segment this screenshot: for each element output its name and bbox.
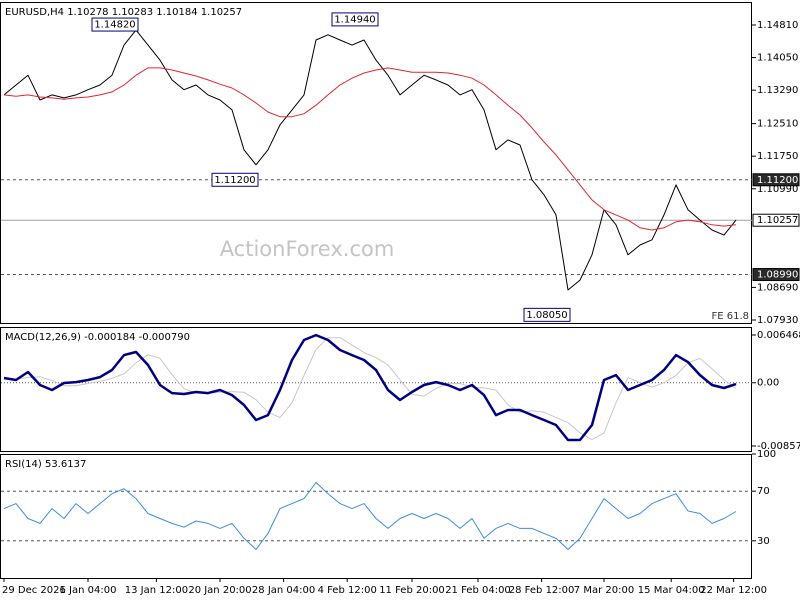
y-tick-label: 1.10990 (757, 184, 798, 195)
y-tick-label: 1.14810 (757, 20, 798, 31)
annotation-box (523, 307, 571, 322)
panel (0, 454, 752, 579)
y-tick-label: 1.12510 (757, 119, 798, 130)
x-tick-label: 6 Jan 04:00 (60, 585, 117, 596)
annotation-label: 1.14820 (94, 20, 135, 31)
y-tick-label: 70 (757, 486, 770, 497)
panel-title: MACD(12,26,9) -0.000184 -0.000790 (5, 332, 190, 343)
annotation-label: 1.14940 (334, 14, 375, 25)
x-tick-label: 28 Jan 04:00 (252, 585, 315, 596)
level-label-box (752, 173, 800, 187)
annotation-label: 1.08050 (526, 310, 567, 321)
annotation-label: 1.11200 (214, 175, 255, 186)
level-label: 1.10257 (757, 215, 798, 226)
annotation-box (331, 12, 379, 27)
y-tick-label: 30 (757, 536, 770, 547)
x-tick-label: 11 Feb 20:00 (379, 585, 445, 596)
series-line (4, 337, 737, 441)
x-tick-label: 28 Feb 12:00 (509, 585, 575, 596)
x-tick-label: 21 Feb 04:00 (445, 585, 511, 596)
panel (0, 2, 752, 324)
level-label: 1.11200 (757, 175, 798, 186)
y-tick-label: 100 (757, 449, 776, 460)
y-tick-label: 0.00 (757, 378, 779, 389)
note: FE 61.8 (711, 311, 749, 322)
x-tick-label: 22 Mar 12:00 (700, 585, 767, 596)
y-tick-label: 0.006468 (757, 330, 800, 341)
series-line (3, 29, 737, 291)
x-tick-label: 7 Mar 20:00 (574, 585, 634, 596)
y-tick-label: 1.07930 (757, 315, 798, 326)
series-line (3, 67, 737, 231)
x-tick-label: 29 Dec 2021 (2, 585, 66, 596)
y-tick-label: 1.11750 (757, 151, 798, 162)
x-tick-label: 13 Jan 12:00 (125, 585, 188, 596)
panel-title: RSI(14) 53.6137 (5, 459, 86, 470)
series-line (3, 333, 737, 442)
level-label: 1.08990 (757, 270, 798, 281)
annotation-box (91, 17, 139, 32)
y-tick-label: 1.08690 (757, 282, 798, 293)
panel-title: EURUSD,H4 1.10278 1.10283 1.10184 1.1025… (5, 7, 242, 18)
series-line (3, 482, 737, 550)
y-tick-label: -0.008573 (757, 441, 800, 452)
x-tick-label: 15 Mar 04:00 (638, 585, 705, 596)
x-tick-label: 20 Jan 20:00 (188, 585, 251, 596)
annotation-box (211, 172, 259, 187)
level-label-box (752, 268, 800, 282)
y-tick-label: 1.14050 (757, 53, 798, 64)
x-tick-label: 4 Feb 12:00 (318, 585, 377, 596)
watermark: ActionForex.com (220, 237, 395, 261)
panel (0, 327, 752, 452)
level-label-box (752, 213, 800, 227)
y-tick-label: 1.13290 (757, 85, 798, 96)
